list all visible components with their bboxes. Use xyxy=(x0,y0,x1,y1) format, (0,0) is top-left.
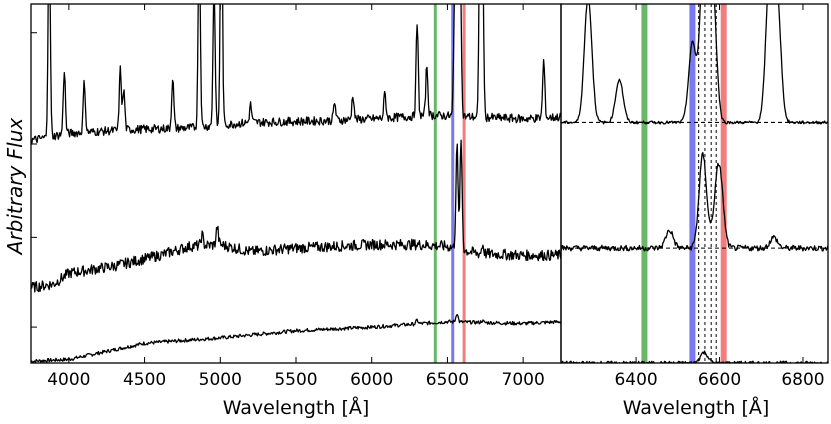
right-band-2 xyxy=(720,4,727,363)
left-spectrum-0 xyxy=(31,314,561,363)
x-axis-label-left: Wavelength [Å] xyxy=(223,396,370,419)
left-xtick-label-2: 5000 xyxy=(199,370,242,390)
left-xtick-label-3: 5500 xyxy=(274,370,317,390)
right-xtick-label-1: 6600 xyxy=(698,370,741,390)
left-xtick-label-6: 7000 xyxy=(502,370,545,390)
left-xtick-label-4: 6000 xyxy=(350,370,393,390)
right-xtick-label-0: 6400 xyxy=(614,370,657,390)
left-frame xyxy=(30,3,562,364)
right-spectrum-0 xyxy=(561,350,828,363)
right-band-1 xyxy=(689,4,696,363)
x-axis-label-right: Wavelength [Å] xyxy=(623,396,770,419)
right-spectrum-1 xyxy=(561,151,828,252)
right-spectrum-2 xyxy=(561,4,828,125)
left-plot-area xyxy=(31,4,561,363)
right-plot-area xyxy=(561,4,828,363)
left-xtick-label-1: 4500 xyxy=(123,370,166,390)
left-xtick-label-0: 4000 xyxy=(47,370,90,390)
left-xtick-label-5: 6500 xyxy=(426,370,469,390)
right-xtick-label-2: 6800 xyxy=(781,370,824,390)
left-band-1 xyxy=(451,4,455,363)
right-panel: 6400 6600 6800 xyxy=(560,3,829,390)
left-panel: 4000 4500 5000 5500 6000 6500 7000 xyxy=(30,3,562,390)
left-band-2 xyxy=(462,4,466,363)
left-spectrum-1 xyxy=(31,139,561,293)
left-band-0 xyxy=(433,4,437,363)
right-band-0 xyxy=(641,4,648,363)
y-axis-label: Arbitrary Flux xyxy=(3,118,27,257)
left-spectrum-2 xyxy=(31,4,561,145)
right-frame xyxy=(560,3,829,364)
